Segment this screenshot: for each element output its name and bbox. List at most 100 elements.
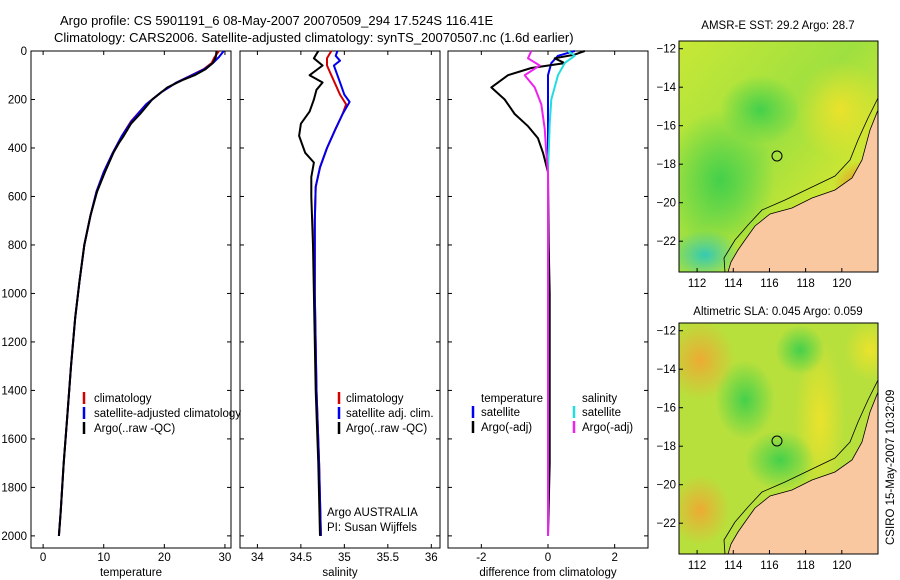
sla-shelf-contour xyxy=(723,379,878,554)
series-line-salinity-1 xyxy=(313,50,351,536)
sla-map-frame xyxy=(678,322,879,555)
map-y-tick-label: −16 xyxy=(656,121,676,133)
sla-green-patch xyxy=(775,325,825,375)
y-tick-label: 0 xyxy=(21,46,27,58)
argo-position-marker xyxy=(771,150,783,162)
map-y-tick-label: −22 xyxy=(656,518,676,530)
series-line-temperature-2 xyxy=(57,50,218,536)
map-y-tick-label: −12 xyxy=(656,44,676,56)
x-tick-label: 0 xyxy=(40,552,46,564)
sst-map xyxy=(679,41,878,272)
y-tick-label: 200 xyxy=(8,94,27,106)
map-x-tick-label: 118 xyxy=(796,560,814,572)
temperature-xlabel: temperature xyxy=(100,567,162,579)
legend-label-satellite-adjusted: satellite-adjusted climatology xyxy=(94,408,241,420)
map-x-tick-label: 116 xyxy=(760,560,778,572)
series-line-difference-1 xyxy=(490,50,586,536)
sst-map-title: AMSR-E SST: 29.2 Argo: 28.7 xyxy=(701,20,854,32)
profile-series xyxy=(57,50,586,536)
credit-line2: PI: Susan Wijffels xyxy=(327,522,417,534)
x-tick-label: 2 xyxy=(611,552,617,564)
legend-label-satellite-adj: satellite adj. clim. xyxy=(346,408,434,420)
map-y-tick-label: −14 xyxy=(656,364,676,376)
sla-map xyxy=(679,323,878,554)
salinity-legend: climatology satellite adj. clim. Argo(..… xyxy=(337,392,434,435)
map-x-tick-label: 120 xyxy=(832,278,851,290)
difference-xlabel: difference from climatology xyxy=(479,567,616,579)
sla-map-title: Altimetric SLA: 0.045 Argo: 0.059 xyxy=(693,306,862,318)
map-x-tick-label: 114 xyxy=(724,278,743,290)
y-tick-label: 1200 xyxy=(1,337,27,349)
x-tick-label: 30 xyxy=(219,552,232,564)
temperature-panel xyxy=(30,50,232,549)
sst-green-patch xyxy=(679,110,775,250)
y-tick-label: 1000 xyxy=(1,288,27,300)
x-tick-label: 34.5 xyxy=(290,552,312,564)
series-line-temperature-0 xyxy=(57,50,220,536)
x-tick-label: 35 xyxy=(338,552,351,564)
salinity-panel xyxy=(239,50,441,549)
figure-title-line2: Climatology: CARS2006. Satellite-adjuste… xyxy=(54,30,574,45)
x-tick-label: 10 xyxy=(97,552,110,564)
x-tick-label: 34 xyxy=(251,552,264,564)
series-line-salinity-2 xyxy=(298,50,324,536)
y-tick-label: 2000 xyxy=(1,531,27,543)
sst-land xyxy=(727,109,878,272)
x-tick-label: 36 xyxy=(425,552,438,564)
map-x-tick-label: 112 xyxy=(688,278,706,290)
axis-ticks: 0 10 20 30020040060080010001200140016001800… xyxy=(1,46,648,564)
series-line-temperature-1 xyxy=(57,50,225,536)
legend-label-sal-argo: Argo(-adj) xyxy=(582,422,633,434)
map-x-tick-label: 120 xyxy=(832,560,851,572)
y-tick-label: 400 xyxy=(8,143,27,155)
map-x-tick-label: 112 xyxy=(688,560,706,572)
salinity-xlabel: salinity xyxy=(322,567,357,579)
credit-line1: Argo AUSTRALIA xyxy=(327,507,418,519)
map-y-tick-label: −16 xyxy=(656,403,676,415)
sst-shelf-contour xyxy=(723,97,878,272)
map-y-tick-label: −20 xyxy=(656,480,676,492)
sla-yellow-patch xyxy=(845,323,878,380)
legend-title-salinity: salinity xyxy=(582,393,617,405)
series-line-difference-0 xyxy=(547,50,575,536)
x-tick-label: 35.5 xyxy=(377,552,399,564)
map-y-tick-label: −12 xyxy=(656,326,676,338)
series-line-difference-2 xyxy=(547,50,576,536)
x-tick-label: 0 xyxy=(545,552,551,564)
map-ticks: 112 114 116 118 120 −12 −14 −16 −18 −20 −22 112 114 1… xyxy=(656,44,851,572)
y-tick-label: 800 xyxy=(8,240,27,252)
sst-yellow-patch xyxy=(795,60,878,160)
sst-map-frame xyxy=(678,40,879,273)
side-stamp: CSIRO 15-May-2007 10:32:09 xyxy=(885,390,897,545)
map-x-tick-label: 118 xyxy=(796,278,814,290)
legend-label-climatology: climatology xyxy=(346,393,404,405)
map-y-tick-label: −22 xyxy=(656,236,676,248)
y-tick-label: 600 xyxy=(8,191,27,203)
legend-title-temperature: temperature xyxy=(481,393,543,405)
legend-label-temp-argo: Argo(-adj) xyxy=(481,422,532,434)
map-y-tick-label: −20 xyxy=(656,198,676,210)
legend-label-temp-satellite: satellite xyxy=(481,407,520,419)
legend-label-argo: Argo(..raw -QC) xyxy=(94,423,175,435)
legend-label-argo: Argo(..raw -QC) xyxy=(346,423,427,435)
y-tick-label: 1600 xyxy=(1,434,27,446)
sst-green-patch xyxy=(720,75,800,145)
argo-position-marker xyxy=(771,435,783,447)
sla-orange-patch xyxy=(679,475,730,545)
series-line-difference-3 xyxy=(523,50,549,536)
map-y-tick-label: −14 xyxy=(656,82,676,94)
y-tick-label: 1800 xyxy=(1,482,27,494)
sla-green-patch xyxy=(745,430,815,490)
sla-land xyxy=(727,391,878,554)
figure-title-line1: Argo profile: CS 5901191_6 08-May-2007 2… xyxy=(60,13,494,28)
map-x-tick-label: 114 xyxy=(724,560,743,572)
map-x-tick-label: 116 xyxy=(760,278,778,290)
map-y-tick-label: −18 xyxy=(656,159,676,171)
x-tick-label: -2 xyxy=(476,552,486,564)
x-tick-label: 20 xyxy=(158,552,171,564)
temperature-legend: climatology satellite-adjusted climatolo… xyxy=(82,392,241,435)
difference-legend: temperature satellite Argo(-adj) salinit… xyxy=(471,393,633,434)
y-tick-label: 1400 xyxy=(1,385,27,397)
sla-green-patch xyxy=(715,360,775,440)
